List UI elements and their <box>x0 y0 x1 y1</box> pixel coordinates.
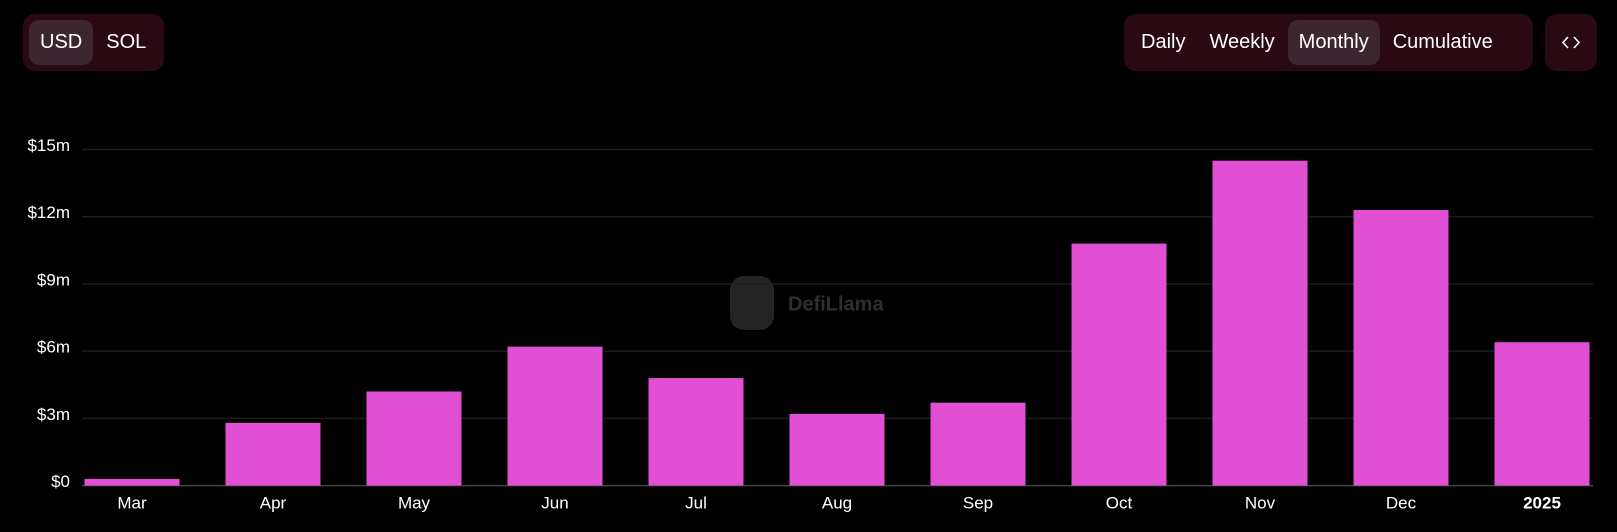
bar <box>1494 342 1590 486</box>
x-tick-label: Sep <box>963 493 993 512</box>
y-tick-label: $0 <box>51 472 70 491</box>
y-tick-label: $9m <box>37 270 70 289</box>
currency-option[interactable]: SOL <box>106 31 147 53</box>
currency-toggle: USD SOL <box>23 14 164 71</box>
x-tick-label: Nov <box>1245 493 1276 512</box>
x-tick-label: Jun <box>541 493 568 512</box>
bar <box>1071 243 1167 486</box>
period-option[interactable]: Weekly <box>1209 31 1275 53</box>
y-tick-label: $15m <box>27 136 70 155</box>
embed-button[interactable] <box>1545 14 1597 71</box>
embed-icon <box>1561 36 1581 49</box>
bar <box>930 402 1026 486</box>
bar <box>366 391 462 486</box>
period-toggle: Daily Weekly Monthly Cumulative <box>1124 14 1533 71</box>
x-tick-label: Oct <box>1106 493 1133 512</box>
bar <box>84 478 180 486</box>
x-tick-label: Dec <box>1386 493 1417 512</box>
period-option[interactable]: Monthly <box>1287 20 1380 65</box>
bar <box>225 422 321 486</box>
x-tick-label: Jul <box>685 493 707 512</box>
bar <box>1353 209 1449 486</box>
x-tick-label: Apr <box>260 493 287 512</box>
x-tick-label: 2025 <box>1523 493 1561 512</box>
bar <box>648 378 744 486</box>
bar <box>1212 160 1308 486</box>
currency-option[interactable]: USD <box>29 20 94 65</box>
period-option[interactable]: Cumulative <box>1392 31 1493 53</box>
watermark-text: DefiLlama <box>788 293 884 315</box>
period-option[interactable]: Daily <box>1141 31 1186 53</box>
x-tick-label: May <box>398 493 431 512</box>
bar <box>789 413 885 486</box>
watermark: DefiLlama <box>730 276 884 330</box>
x-tick-label: Aug <box>822 493 852 512</box>
y-tick-label: $12m <box>27 203 70 222</box>
y-tick-label: $6m <box>37 338 70 357</box>
x-tick-label: Mar <box>117 493 147 512</box>
y-tick-label: $3m <box>37 405 70 424</box>
bar <box>507 346 603 486</box>
